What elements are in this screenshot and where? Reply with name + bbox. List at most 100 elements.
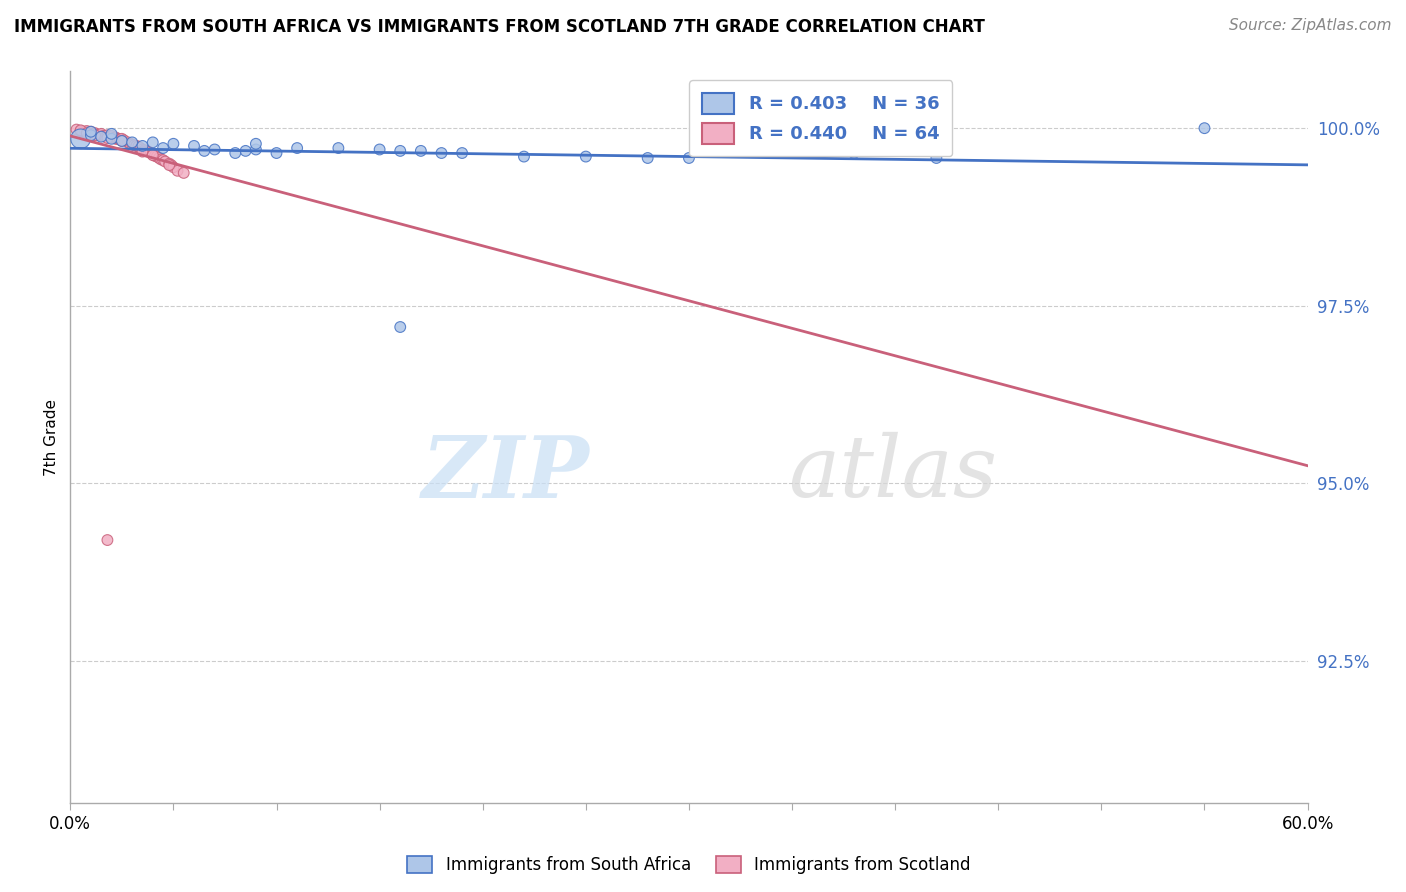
Point (129, 141, 152, 155)
Point (103, 131, 125, 145)
Text: IMMIGRANTS FROM SOUTH AFRICA VS IMMIGRANTS FROM SCOTLAND 7TH GRADE CORRELATION C: IMMIGRANTS FROM SOUTH AFRICA VS IMMIGRAN… (14, 18, 986, 36)
Point (451, 146, 474, 161)
Point (780, 144, 803, 158)
Point (389, 144, 412, 158)
Text: ZIP: ZIP (422, 432, 591, 516)
Point (368, 143, 391, 157)
Point (111, 134, 134, 148)
Point (139, 146, 162, 161)
Point (100, 132, 122, 146)
Point (100, 128, 122, 143)
Point (127, 139, 149, 153)
Point (173, 166, 195, 180)
Point (90, 127, 112, 141)
Point (72, 125, 94, 139)
Point (152, 141, 174, 155)
Point (76, 126, 98, 140)
Point (224, 146, 246, 161)
Point (409, 144, 432, 158)
Point (430, 146, 453, 161)
Point (86, 128, 108, 142)
Point (96, 128, 118, 143)
Point (193, 144, 215, 158)
Point (162, 160, 184, 174)
Point (134, 143, 156, 157)
Point (80, 128, 103, 143)
Point (82, 127, 104, 141)
Point (90, 129, 112, 144)
Point (100, 127, 122, 141)
Point (266, 146, 288, 161)
Point (138, 145, 160, 159)
Point (122, 138, 145, 153)
Point (121, 136, 143, 150)
Point (131, 145, 153, 159)
Point (120, 136, 142, 151)
Point (65, 122, 87, 136)
Point (94, 129, 117, 144)
Point (96, 533, 118, 547)
Point (153, 154, 176, 169)
Point (150, 153, 173, 167)
Point (96, 129, 118, 144)
Point (84, 126, 107, 140)
Point (80, 125, 103, 139)
Y-axis label: 7th Grade: 7th Grade (44, 399, 59, 475)
Point (183, 139, 205, 153)
Point (142, 148, 165, 162)
Point (842, 146, 865, 161)
Point (89, 128, 111, 143)
Point (104, 132, 127, 146)
Point (235, 144, 257, 158)
Point (80, 125, 103, 139)
Text: atlas: atlas (787, 433, 997, 515)
Point (925, 151, 948, 165)
Point (245, 143, 267, 157)
Point (80, 126, 103, 140)
Point (69, 132, 91, 146)
Point (160, 158, 183, 172)
Legend: Immigrants from South Africa, Immigrants from Scotland: Immigrants from South Africa, Immigrants… (399, 847, 979, 882)
Point (90, 128, 112, 143)
Point (328, 141, 350, 155)
Point (111, 134, 134, 148)
Point (117, 136, 139, 150)
Point (104, 130, 127, 145)
Point (131, 139, 153, 153)
Text: Source: ZipAtlas.com: Source: ZipAtlas.com (1229, 18, 1392, 33)
Point (76, 124, 98, 138)
Point (142, 136, 165, 150)
Point (84, 128, 107, 142)
Point (143, 149, 166, 163)
Point (146, 150, 169, 164)
Point (108, 132, 131, 146)
Point (69, 124, 91, 138)
Point (157, 158, 180, 172)
Point (121, 137, 143, 152)
Point (245, 136, 267, 151)
Point (100, 130, 122, 145)
Point (73, 125, 96, 139)
Point (148, 151, 170, 165)
Point (98, 129, 121, 144)
Point (91, 128, 114, 143)
Point (142, 147, 165, 161)
Point (131, 143, 153, 157)
Point (204, 143, 226, 157)
Point (111, 133, 134, 147)
Point (69, 123, 91, 137)
Point (125, 139, 148, 153)
Point (152, 153, 174, 168)
Point (77, 126, 100, 140)
Point (111, 132, 134, 146)
Point (166, 163, 188, 178)
Point (84, 128, 107, 143)
Point (637, 151, 659, 165)
Point (285, 141, 308, 155)
Point (162, 136, 184, 151)
Point (157, 156, 180, 170)
Point (389, 320, 412, 334)
Point (112, 133, 135, 147)
Point (678, 151, 700, 165)
Point (107, 132, 129, 146)
